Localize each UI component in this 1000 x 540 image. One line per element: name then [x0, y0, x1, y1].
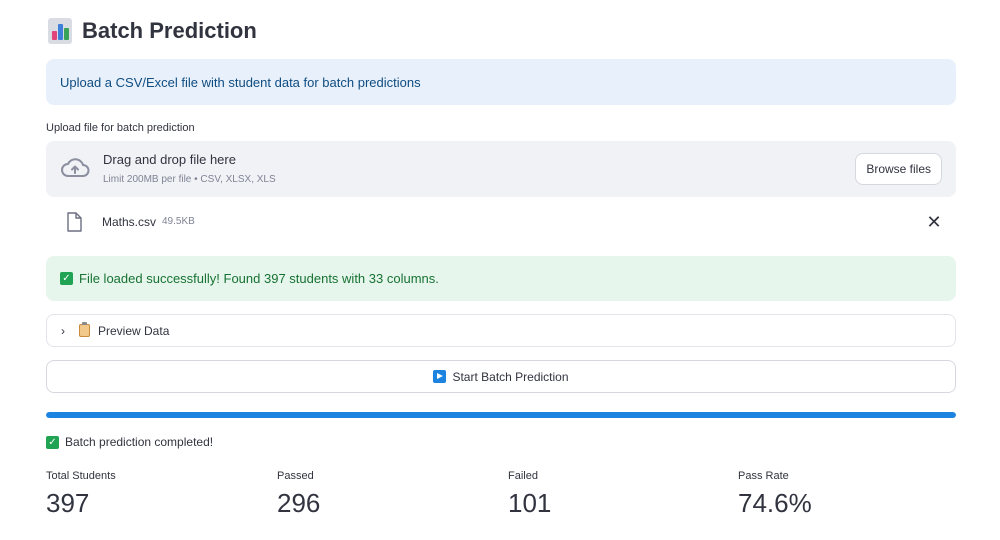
page-title: Batch Prediction: [48, 18, 257, 44]
metric-label: Failed: [508, 470, 538, 482]
page-title-text: Batch Prediction: [82, 18, 257, 43]
success-alert: ✓ File loaded successfully! Found 397 st…: [46, 256, 956, 301]
metric-failed: Failed 101: [508, 470, 551, 519]
bar-chart-icon: [48, 18, 72, 44]
uploaded-file-row: Maths.csv 49.5KB ✕: [46, 206, 956, 240]
start-button-label: Start Batch Prediction: [452, 369, 569, 384]
completed-status: ✓ Batch prediction completed!: [46, 435, 213, 449]
chevron-right-icon: ›: [61, 323, 65, 338]
file-size: 49.5KB: [162, 216, 195, 227]
completed-text: Batch prediction completed!: [65, 435, 214, 449]
info-alert: Upload a CSV/Excel file with student dat…: [46, 59, 956, 105]
file-dropzone[interactable]: Drag and drop file here Limit 200MB per …: [46, 141, 956, 197]
check-icon: ✓: [60, 272, 73, 285]
file-name: Maths.csv: [102, 215, 157, 229]
drop-title: Drag and drop file here: [103, 152, 236, 167]
metric-pass-rate: Pass Rate 74.6%: [738, 470, 812, 519]
progress-bar: [46, 412, 956, 418]
metric-label: Passed: [277, 470, 314, 482]
metric-value: 296: [277, 488, 321, 518]
info-alert-text: Upload a CSV/Excel file with student dat…: [60, 74, 421, 90]
start-batch-prediction-button[interactable]: Start Batch Prediction: [46, 360, 956, 393]
progress-fill: [46, 412, 956, 418]
browse-files-button[interactable]: Browse files: [855, 153, 942, 185]
metric-value: 74.6%: [738, 488, 812, 518]
drop-limit-text: Limit 200MB per file • CSV, XLSX, XLS: [103, 174, 276, 185]
metric-passed: Passed 296: [277, 470, 320, 519]
preview-data-expander[interactable]: › Preview Data: [46, 314, 956, 347]
metric-value: 101: [508, 488, 552, 518]
check-icon: ✓: [46, 435, 59, 449]
metric-label: Pass Rate: [738, 470, 789, 482]
metric-value: 397: [46, 488, 90, 518]
play-icon: [433, 370, 447, 383]
clipboard-icon: [79, 322, 90, 337]
remove-file-close-icon[interactable]: ✕: [926, 212, 942, 232]
success-alert-text: File loaded successfully! Found 397 stud…: [79, 271, 439, 286]
upload-label: Upload file for batch prediction: [46, 122, 195, 134]
metric-total-students: Total Students 397: [46, 470, 116, 519]
file-icon: [67, 212, 82, 232]
expander-label: Preview Data: [98, 323, 170, 338]
metric-label: Total Students: [46, 470, 116, 482]
cloud-upload-icon: [61, 158, 90, 177]
